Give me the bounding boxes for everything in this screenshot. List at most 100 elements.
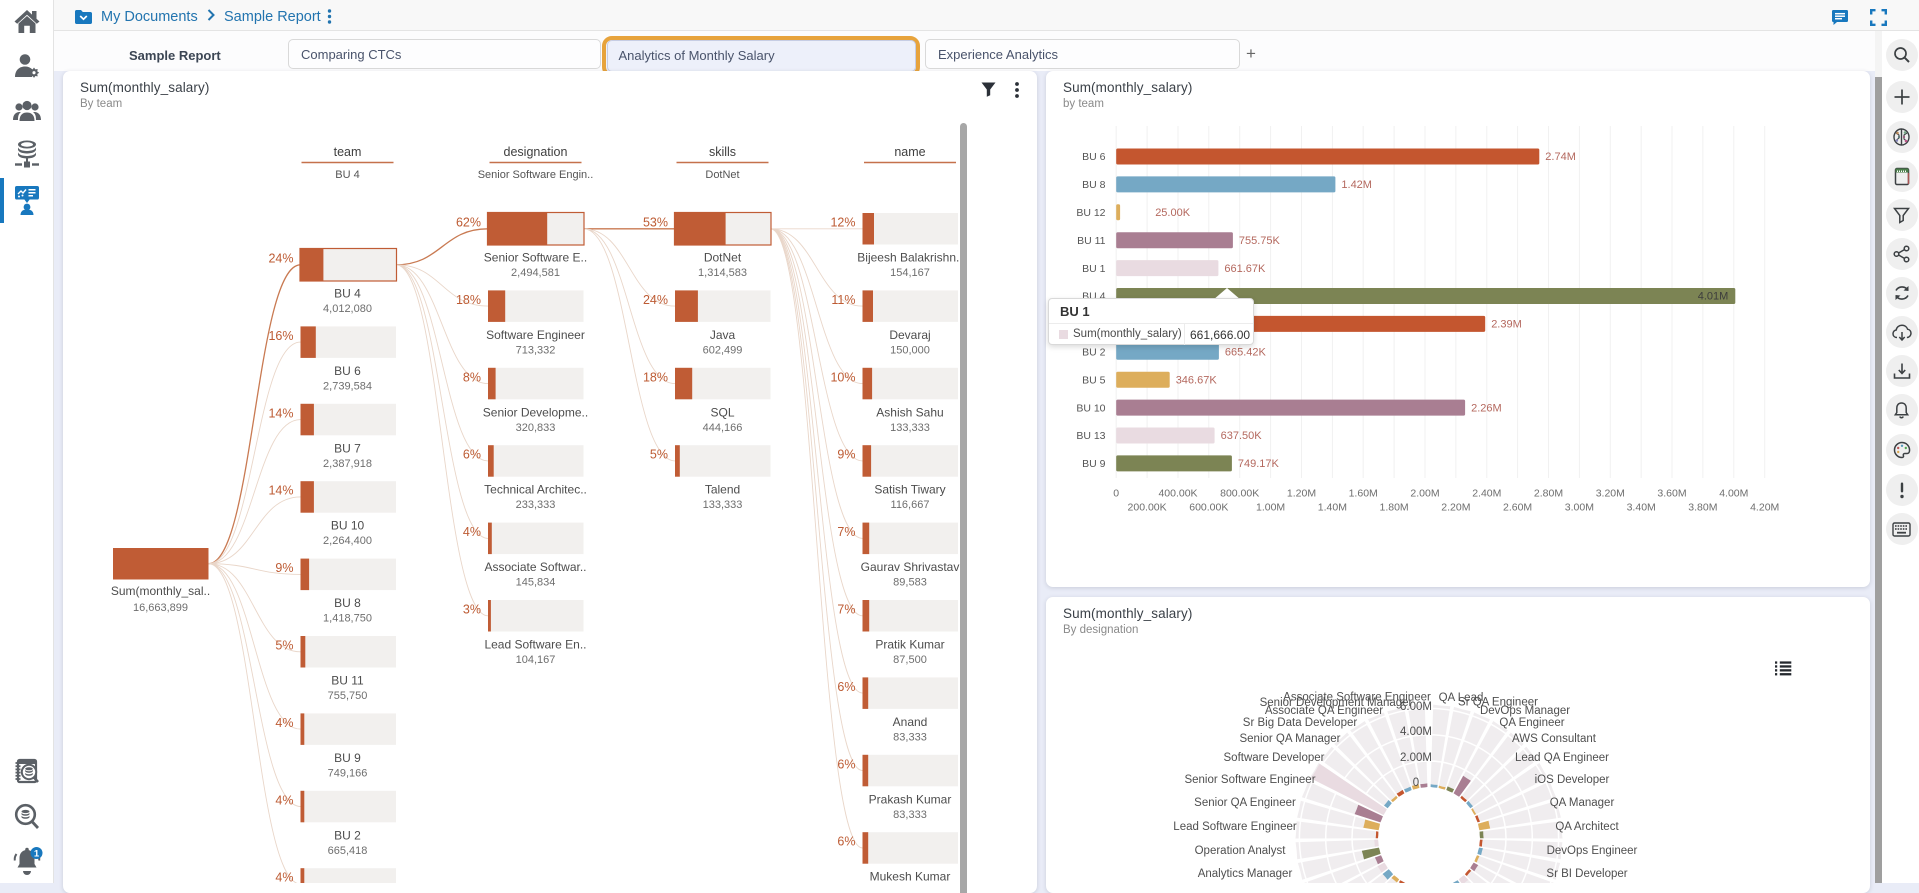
svg-text:Gaurav Shrivastav: Gaurav Shrivastav [861,560,960,574]
svg-text:Senior QA Manager: Senior QA Manager [1239,733,1340,745]
svg-text:SQL: SQL [710,405,734,419]
svg-text:BU 12: BU 12 [1076,207,1105,219]
svg-text:4%: 4% [463,525,481,539]
svg-text:6.00M: 6.00M [1400,701,1432,713]
svg-text:713,332: 713,332 [516,344,556,356]
svg-text:602,499: 602,499 [703,344,743,356]
svg-text:400.00K: 400.00K [1158,488,1197,500]
svg-text:1.42M: 1.42M [1341,179,1372,191]
svg-text:5%: 5% [275,639,293,653]
svg-text:6%: 6% [837,757,855,771]
svg-text:755,750: 755,750 [328,690,368,702]
svg-text:9%: 9% [275,561,293,575]
svg-text:Sr QA Engineer: Sr QA Engineer [1458,697,1538,709]
svg-text:BU 4: BU 4 [334,287,361,301]
svg-text:665.42K: 665.42K [1225,347,1267,359]
svg-text:BU 6: BU 6 [1082,151,1106,163]
svg-text:skills: skills [709,145,736,159]
svg-text:Senior Software Engin..: Senior Software Engin.. [478,169,594,181]
svg-text:4%: 4% [275,793,293,807]
svg-text:0: 0 [1413,777,1419,789]
svg-text:BU 1: BU 1 [1082,263,1106,275]
svg-text:Sr BI Developer: Sr BI Developer [1546,868,1627,880]
svg-text:1.60M: 1.60M [1349,488,1378,500]
svg-text:Software Developer: Software Developer [1224,752,1325,764]
svg-text:Associate Software Engineer: Associate Software Engineer [1283,692,1431,704]
svg-text:BU 11: BU 11 [331,674,364,688]
svg-text:154,167: 154,167 [890,267,930,279]
svg-text:3%: 3% [463,603,481,617]
svg-text:4.20M: 4.20M [1750,502,1779,514]
svg-text:800.00K: 800.00K [1220,488,1259,500]
svg-text:team: team [334,145,362,159]
svg-text:5%: 5% [650,448,668,462]
svg-text:2.74M: 2.74M [1545,151,1576,163]
svg-text:Anand: Anand [893,715,928,729]
svg-text:16%: 16% [268,329,293,343]
svg-text:200.00K: 200.00K [1128,502,1167,514]
svg-text:2.26M: 2.26M [1471,402,1502,414]
svg-text:9%: 9% [837,448,855,462]
svg-text:Satish Tiwary: Satish Tiwary [874,483,945,497]
svg-text:749,166: 749,166 [328,767,368,779]
svg-text:Analytics Manager: Analytics Manager [1198,868,1293,880]
svg-text:104,167: 104,167 [516,654,556,666]
svg-text:Senior Development Manager: Senior Development Manager [1260,697,1413,709]
svg-text:2,739,584: 2,739,584 [323,380,372,392]
svg-text:145,834: 145,834 [516,577,556,589]
svg-text:Mukesh Kumar: Mukesh Kumar [870,870,951,883]
svg-text:Senior Software E..: Senior Software E.. [484,251,587,265]
svg-text:4%: 4% [275,716,293,730]
svg-text:749.17K: 749.17K [1238,458,1280,470]
svg-text:Senior QA Engineer: Senior QA Engineer [1194,797,1296,809]
svg-text:BU 9: BU 9 [334,751,361,765]
svg-text:Technical Architec..: Technical Architec.. [484,483,587,497]
svg-text:BU 6: BU 6 [334,364,361,378]
svg-text:BU 11: BU 11 [1077,235,1106,247]
svg-text:6%: 6% [837,680,855,694]
svg-text:10%: 10% [830,370,855,384]
svg-text:BU 8: BU 8 [334,596,361,610]
svg-text:Lead Software En..: Lead Software En.. [484,638,586,652]
svg-text:QA Lead: QA Lead [1439,692,1484,704]
svg-text:2.80M: 2.80M [1534,488,1563,500]
svg-text:BU 2: BU 2 [1082,347,1106,359]
svg-text:89,583: 89,583 [893,577,927,589]
svg-text:8%: 8% [463,370,481,384]
svg-text:name: name [894,145,925,159]
svg-text:3.00M: 3.00M [1565,502,1594,514]
svg-text:Sum(monthly_sal..: Sum(monthly_sal.. [111,584,210,598]
svg-text:BU 2: BU 2 [334,828,361,842]
svg-text:661.67K: 661.67K [1224,263,1266,275]
svg-text:133,333: 133,333 [890,422,930,434]
svg-text:83,333: 83,333 [893,731,927,743]
svg-text:4.01M: 4.01M [1698,291,1729,303]
svg-text:BU 10: BU 10 [1076,402,1105,414]
svg-text:DevOps Manager: DevOps Manager [1480,705,1570,717]
svg-text:2.60M: 2.60M [1503,502,1532,514]
svg-text:14%: 14% [268,484,293,498]
svg-text:4,012,080: 4,012,080 [323,303,372,315]
svg-text:116,667: 116,667 [891,499,930,511]
svg-text:BU 13: BU 13 [1076,430,1105,442]
svg-text:150,000: 150,000 [890,344,930,356]
svg-text:2,264,400: 2,264,400 [323,535,372,547]
svg-text:Prakash Kumar: Prakash Kumar [869,792,952,806]
svg-text:133,333: 133,333 [703,499,743,511]
svg-text:24%: 24% [268,252,293,266]
svg-text:DotNet: DotNet [705,169,739,181]
svg-text:Ashish Sahu: Ashish Sahu [876,405,943,419]
svg-text:Lead QA Engineer: Lead QA Engineer [1515,752,1609,764]
svg-text:7%: 7% [837,603,855,617]
svg-text:2,387,918: 2,387,918 [323,458,372,470]
svg-text:Talend: Talend [705,483,740,497]
svg-text:11%: 11% [831,293,855,307]
svg-text:1,314,583: 1,314,583 [698,267,747,279]
svg-text:Sr Big Data Developer: Sr Big Data Developer [1243,717,1358,729]
svg-text:637.50K: 637.50K [1221,430,1263,442]
svg-text:6%: 6% [837,835,855,849]
svg-text:755.75K: 755.75K [1239,235,1281,247]
svg-text:6%: 6% [463,448,481,462]
svg-text:QA Architect: QA Architect [1555,821,1619,833]
svg-text:62%: 62% [456,216,481,230]
